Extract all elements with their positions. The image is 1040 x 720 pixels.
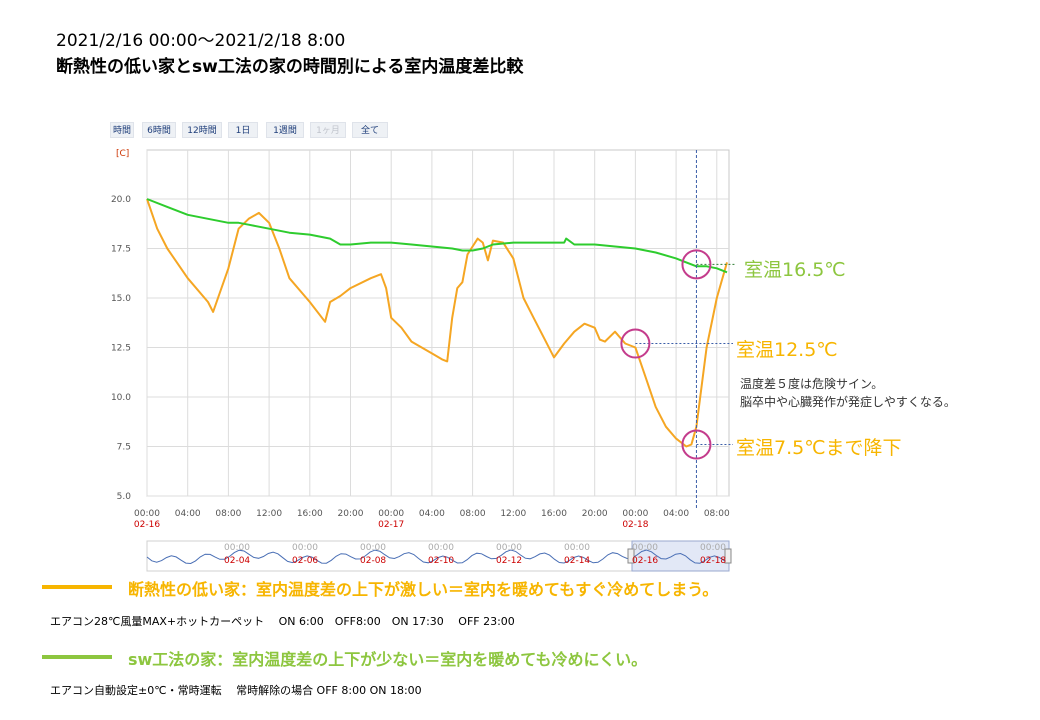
danger-note-line2: 脳卒中や心臓発作が発症しやすくなる。 (740, 395, 956, 409)
annotation-sw-temp: 室温16.5℃ (744, 259, 846, 281)
x-tick-label: 04:00 (663, 509, 689, 519)
navigator-time-label: 00:00 (292, 543, 318, 553)
danger-note: 温度差５度は危険サイン。 脳卒中や心臓発作が発症しやすくなる。 (740, 375, 956, 411)
navigator-date-label: 02-18 (700, 556, 726, 566)
navigator-time-label: 00:00 (496, 543, 522, 553)
x-tick-label: 12:00 (256, 509, 282, 519)
axis-ticks: 5.07.510.012.515.017.520.000:0002-1604:0… (111, 195, 730, 530)
x-tick-label: 04:00 (175, 509, 201, 519)
danger-note-line1: 温度差５度は危険サイン。 (740, 377, 884, 391)
legend-swatch-sw (42, 655, 112, 659)
x-tick-label: 00:00 (378, 509, 404, 519)
chart-heading: 断熱性の低い家とsw工法の家の時間別による室内温度差比較 (56, 57, 524, 77)
x-tick-label: 20:00 (338, 509, 364, 519)
x-tick-label: 00:00 (622, 509, 648, 519)
legend-swatch-low (42, 585, 112, 589)
y-axis-unit: [C] (116, 149, 129, 159)
annotation-circle (681, 249, 712, 280)
series-line-low_insulation (146, 198, 728, 448)
navigator-time-label: 00:00 (428, 543, 454, 553)
legend-title-low: 断熱性の低い家：室内温度差の上下が激しい＝室内を暖めてもすぐ冷めてしまう。 (128, 580, 719, 599)
y-tick-label: 12.5 (111, 344, 131, 354)
range-button-6h[interactable]: 6時間 (142, 122, 176, 138)
x-tick-label: 08:00 (460, 509, 486, 519)
navigator[interactable]: 00:00 02-04 00:00 02-06 00:00 02-08 00:00 02-10… (146, 540, 732, 572)
navigator-date-label: 02-16 (632, 556, 658, 566)
navigator-date-label: 02-06 (292, 556, 318, 566)
range-button-1m: 1ヶ月 (310, 122, 346, 138)
annotation-low-temp-12: 室温12.5℃ (736, 339, 838, 361)
navigator-date-label: 02-10 (428, 556, 454, 566)
date-range-title: 2021/2/16 00:00～2021/2/18 8:00 (56, 31, 346, 51)
range-button-1d[interactable]: 1日 (228, 122, 258, 138)
navigator-time-label: 00:00 (360, 543, 386, 553)
x-tick-label: 00:00 (134, 509, 160, 519)
navigator-date-label: 02-12 (496, 556, 522, 566)
y-tick-label: 15.0 (111, 294, 131, 304)
navigator-date-label: 02-04 (224, 556, 250, 566)
navigator-time-label: 00:00 (564, 543, 590, 553)
x-tick-label: 16:00 (297, 509, 323, 519)
annotation-low-temp-7: 室温7.5℃まで降下 (736, 437, 902, 459)
range-button-all[interactable]: 全て (352, 122, 388, 138)
navigator-time-label: 00:00 (224, 543, 250, 553)
range-button-1w[interactable]: 1週間 (266, 122, 304, 138)
y-tick-label: 5.0 (117, 492, 132, 502)
x-date-label: 02-16 (134, 520, 160, 530)
annotation-circle (620, 328, 651, 359)
markers (620, 150, 735, 508)
x-date-label: 02-17 (378, 520, 404, 530)
y-tick-label: 17.5 (111, 245, 131, 255)
grid (146, 149, 730, 497)
legend-title-sw: sw工法の家：室内温度差の上下が少ない＝室内を暖めても冷めにくい。 (128, 650, 648, 669)
series-layer (146, 198, 728, 448)
range-button-12h[interactable]: 12時間 (182, 122, 222, 138)
plot-area (146, 149, 730, 497)
y-tick-label: 10.0 (111, 393, 131, 403)
range-button-hour[interactable]: 時間 (110, 122, 134, 138)
x-tick-label: 08:00 (704, 509, 730, 519)
y-tick-label: 7.5 (117, 443, 131, 453)
navigator-time-label: 00:00 (700, 543, 726, 553)
x-date-label: 02-18 (622, 520, 648, 530)
x-tick-label: 16:00 (541, 509, 567, 519)
navigator-date-label: 02-08 (360, 556, 386, 566)
navigator-time-label: 00:00 (632, 543, 658, 553)
legend-sub-low: エアコン28℃風量MAX+ホットカーペット ON 6:00 OFF8:00 ON… (50, 615, 515, 628)
x-tick-label: 20:00 (582, 509, 608, 519)
navigator-handle-left (627, 548, 635, 564)
annotation-circle (681, 429, 712, 460)
x-tick-label: 08:00 (215, 509, 241, 519)
x-tick-label: 12:00 (500, 509, 526, 519)
legend-sub-sw: エアコン自動設定±0℃・常時運転 常時解除の場合 OFF 8:00 ON 18:… (50, 684, 422, 697)
navigator-date-label: 02-14 (564, 556, 590, 566)
y-tick-label: 20.0 (111, 195, 131, 205)
x-tick-label: 04:00 (419, 509, 445, 519)
series-line-sw (146, 198, 728, 274)
navigator-handle-right (724, 548, 732, 564)
